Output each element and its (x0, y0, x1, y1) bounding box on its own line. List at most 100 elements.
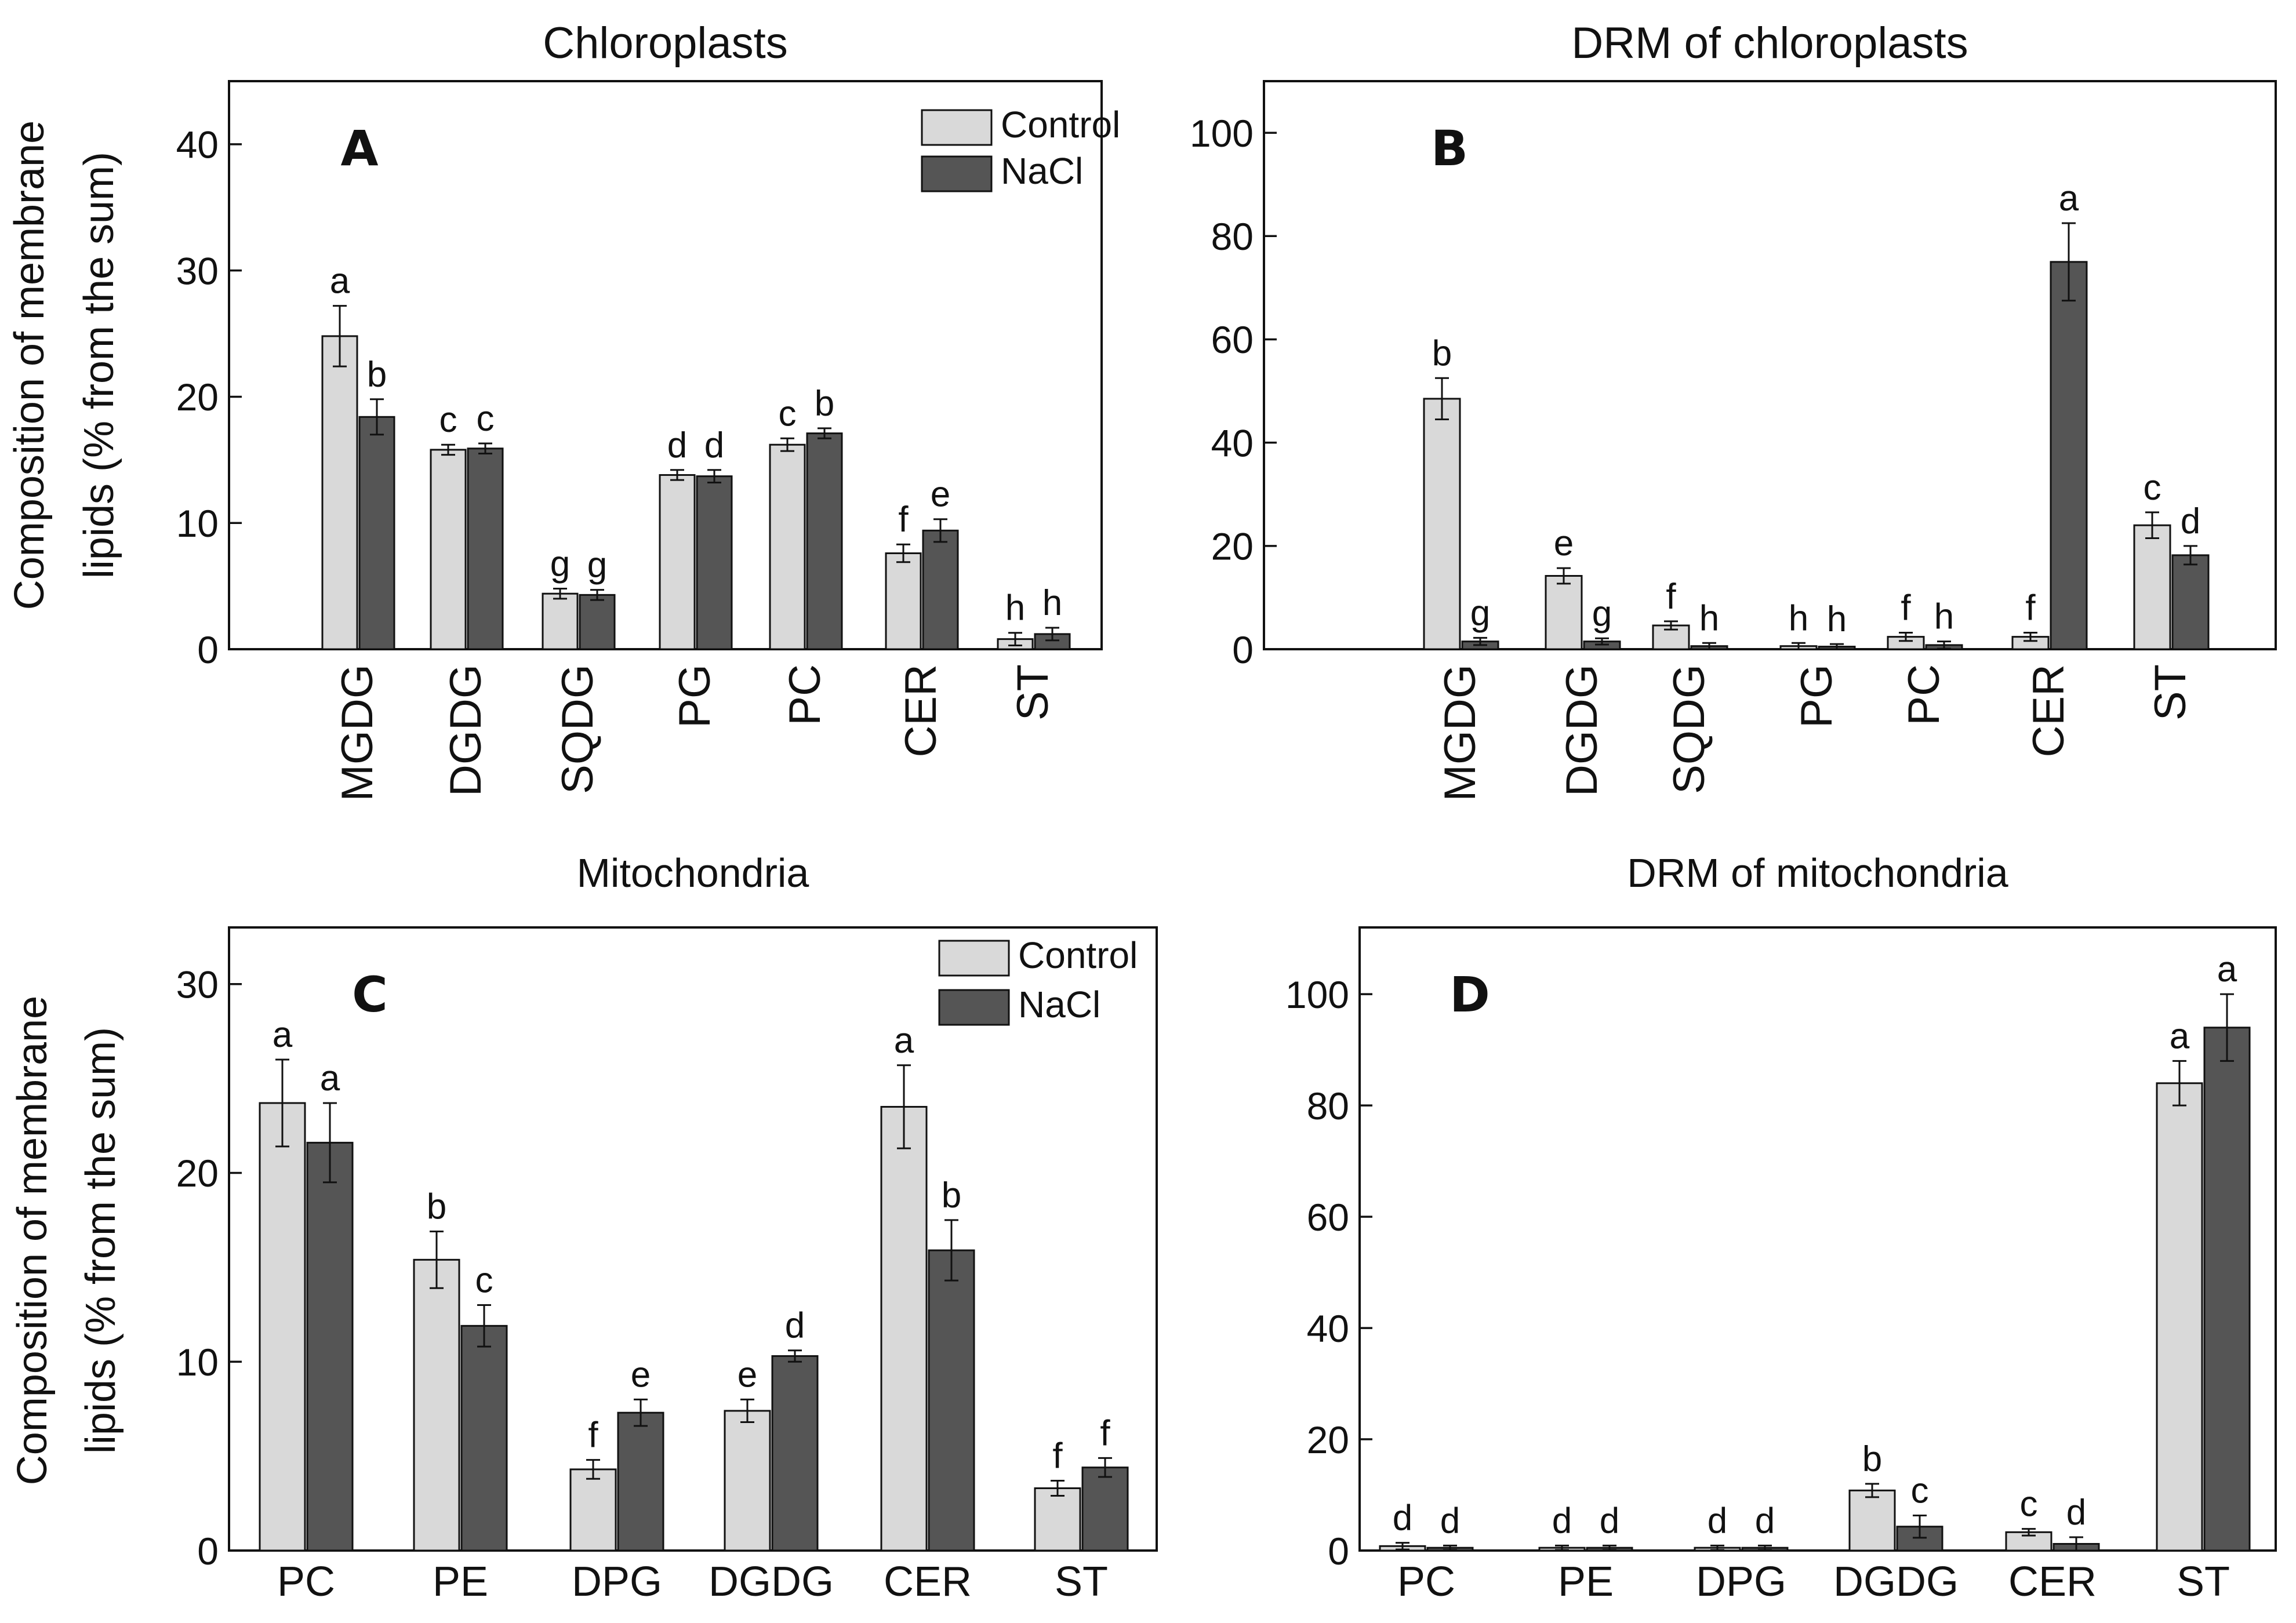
significance-letter: d (1552, 1501, 1572, 1541)
panel-letter: B (1431, 120, 1468, 177)
significance-letter: g (1470, 593, 1490, 633)
x-category-label: SQDG (1665, 664, 1714, 794)
y-tick-label: 80 (1307, 1085, 1349, 1127)
significance-letter: a (894, 1021, 914, 1061)
error-bar (1710, 1544, 1724, 1551)
significance-letter: f (1100, 1413, 1110, 1453)
x-category-label: ST (2146, 664, 2195, 720)
y-tick-label: 0 (1328, 1530, 1349, 1573)
bar-nacl-pg (696, 475, 733, 650)
significance-letter: f (588, 1415, 598, 1455)
error-bar (1595, 637, 1609, 646)
plot-area-frame (1358, 926, 2277, 1552)
bar-nacl-dgdg (467, 447, 504, 650)
significance-letter: e (1554, 523, 1574, 563)
panel-letter: C (352, 966, 388, 1023)
error-bar (897, 1064, 911, 1149)
plot-area-frame (1263, 80, 2277, 650)
x-category-label: DGDG (709, 1559, 834, 1605)
significance-letter: b (367, 355, 387, 395)
y-tick-label: 20 (176, 376, 219, 419)
significance-letter: c (439, 400, 457, 440)
error-bar (275, 1058, 289, 1148)
legend-label: Control (1018, 934, 1138, 976)
significance-letter: b (1432, 333, 1452, 373)
error-bar (2062, 222, 2076, 302)
y-tick-label: 40 (1211, 421, 1254, 464)
error-bar (1792, 642, 1805, 650)
bar-nacl-cer (928, 1249, 975, 1552)
bar-control-pc (259, 1102, 306, 1552)
bar-control-pg (659, 474, 696, 650)
y-tick-label: 60 (1307, 1196, 1349, 1239)
bar-control-mgdg (321, 335, 358, 650)
x-category-label: PC (1397, 1559, 1455, 1605)
error-bar (2173, 1060, 2186, 1107)
significance-letter: a (273, 1015, 293, 1055)
bar-nacl-cer (2050, 261, 2088, 650)
significance-letter: c (2020, 1484, 2038, 1524)
significance-letter: f (2025, 588, 2036, 628)
significance-letter: h (1005, 588, 1025, 628)
bar-nacl-st (2171, 554, 2210, 650)
significance-letter: d (2181, 501, 2200, 541)
y-tick-label: 0 (1232, 628, 1254, 671)
error-bar (634, 1398, 648, 1427)
error-bar (2069, 1536, 2083, 1552)
y-tick-label: 100 (1190, 112, 1254, 155)
bar-control-dgdg (1848, 1489, 1896, 1552)
significance-letter: d (667, 425, 687, 465)
y-tick-label: 10 (176, 502, 219, 545)
error-bar (788, 1349, 802, 1363)
bar-nacl-mgdg (358, 416, 395, 650)
error-bar (944, 1219, 958, 1282)
chart-panel-a: Chloroplasts A 0 10 20 30 40 Composition of mem… (6, 19, 1120, 801)
legend-swatch-control (938, 940, 1010, 977)
chart-title: DRM of mitochondria (1627, 850, 2008, 896)
y-axis-label: Composition of membrane (6, 121, 53, 610)
bar-control-pe (413, 1258, 460, 1552)
y-tick-label: 100 (1285, 973, 1349, 1016)
legend-swatch-control (921, 109, 993, 146)
significance-letter: d (1440, 1501, 1460, 1541)
x-category-label: MGDG (333, 664, 382, 801)
y-tick-label: 40 (176, 123, 219, 166)
significance-letter: h (1699, 598, 1719, 638)
error-bar (441, 443, 455, 456)
y-tick-label: 0 (197, 628, 219, 671)
legend-label: NaCl (1018, 984, 1100, 1025)
error-bar (2145, 511, 2159, 539)
legend-swatch-nacl (938, 989, 1010, 1026)
bar-control-cer (885, 552, 922, 650)
panel-letter: A (340, 120, 378, 177)
y-tick-label: 60 (1211, 318, 1254, 361)
error-bar (2022, 1528, 2036, 1537)
x-category-label: CER (2024, 664, 2073, 757)
significance-letter: d (1600, 1501, 1619, 1541)
significance-letter: a (2170, 1016, 2190, 1056)
significance-letter: b (1862, 1439, 1882, 1479)
chart-title: DRM of chloroplasts (1571, 19, 1968, 68)
error-bar (1008, 632, 1022, 646)
error-bar (2220, 993, 2234, 1062)
error-bar (740, 1398, 754, 1423)
significance-letter: c (475, 1261, 493, 1301)
error-bar (818, 427, 831, 439)
legend: Control NaCl (921, 104, 1120, 192)
error-bar (1603, 1544, 1616, 1551)
x-category-label: MGDG (1436, 664, 1485, 801)
x-category-label: SQDG (553, 664, 602, 794)
chart-panel-c: Mitochondria C 0 10 20 30 Composition of membr… (9, 850, 1158, 1605)
significance-letter: c (779, 394, 797, 434)
error-bar (370, 398, 384, 436)
error-bar (1051, 1479, 1065, 1497)
significance-letter: c (477, 399, 495, 439)
error-bar (430, 1230, 444, 1289)
chart-panel-b: DRM of chloroplastsB020406080100bgMGDGeg… (1190, 19, 2277, 801)
bar-nacl-st (2203, 1027, 2251, 1552)
y-tick-label: 20 (1307, 1418, 1349, 1461)
x-category-label: DPG (572, 1559, 662, 1605)
bar-nacl-dpg (617, 1411, 664, 1552)
significance-letter: h (1934, 597, 1954, 637)
x-category-label: PG (1792, 664, 1841, 728)
